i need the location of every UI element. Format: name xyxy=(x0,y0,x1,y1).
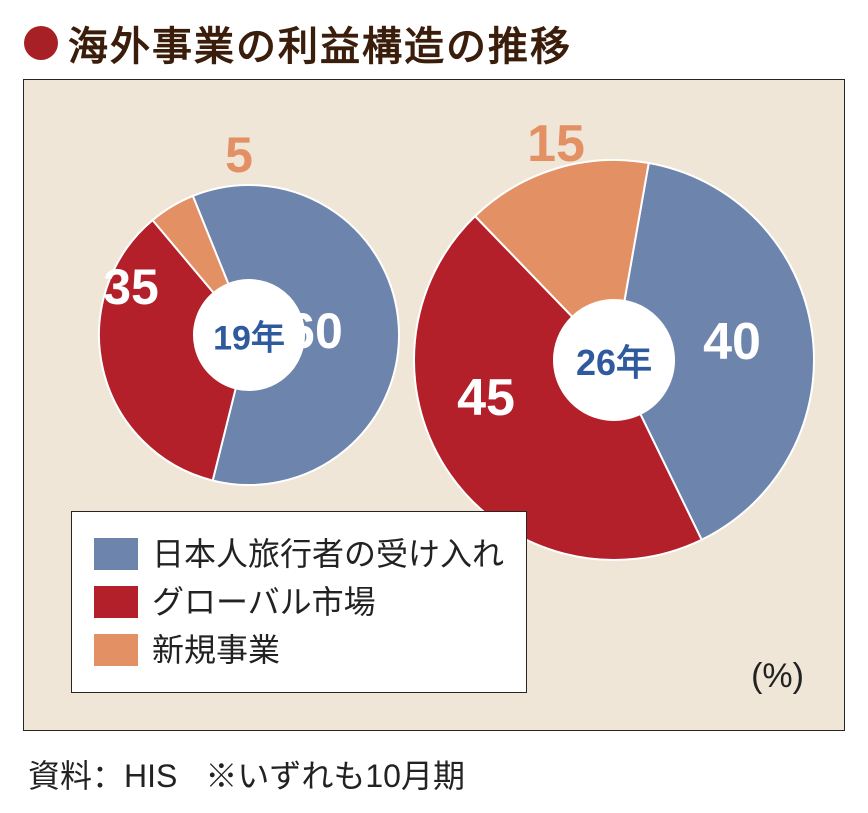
donut-chart: 26年404515 xyxy=(412,158,816,562)
legend-label: グローバル市場 xyxy=(152,578,376,626)
source-note: ※いずれも10月期 xyxy=(205,751,465,797)
donut-value-label: 45 xyxy=(457,368,515,428)
chart-title: 海外事業の利益構造の推移 xyxy=(68,14,572,72)
source-row: 資料：HIS ※いずれも10月期 xyxy=(28,751,465,797)
legend-swatch-icon xyxy=(94,586,138,618)
legend-item: グローバル市場 xyxy=(94,578,504,626)
legend-box: 日本人旅行者の受け入れグローバル市場新規事業 xyxy=(72,512,526,692)
donut-value-label: 40 xyxy=(703,312,761,372)
donut-value-label: 35 xyxy=(103,258,159,316)
chart-title-row: 海外事業の利益構造の推移 xyxy=(24,14,572,72)
title-bullet-icon xyxy=(24,26,58,60)
donut-value-label: 5 xyxy=(225,126,253,184)
legend-swatch-icon xyxy=(94,634,138,666)
legend-swatch-icon xyxy=(94,538,138,570)
donut-center-label: 19年 xyxy=(213,311,285,360)
legend-item: 日本人旅行者の受け入れ xyxy=(94,530,504,578)
donut-value-label: 60 xyxy=(287,302,343,360)
source-label: 資料：HIS xyxy=(28,751,177,797)
legend-label: 日本人旅行者の受け入れ xyxy=(152,530,504,578)
legend-label: 新規事業 xyxy=(152,626,280,674)
page: 海外事業の利益構造の推移 19年60 35 5 26年 40 45 15 日本人旅行者の受け… xyxy=(0,0,868,813)
legend-item: 新規事業 xyxy=(94,626,504,674)
donut-value-label: 15 xyxy=(527,114,585,174)
donut-chart: 19年60355 xyxy=(97,183,401,487)
unit-label: (%) xyxy=(751,657,804,696)
chart-panel: 19年60 35 5 26年 40 45 15 日本人旅行者の受け入れグローバル市場新規事業… xyxy=(24,80,844,730)
donut-center-label: 26年 xyxy=(576,334,652,386)
